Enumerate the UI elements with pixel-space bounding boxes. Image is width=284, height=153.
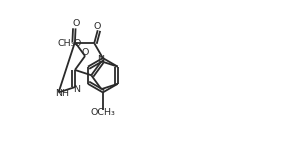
Text: CH₃: CH₃ [58, 39, 75, 48]
Text: N: N [73, 85, 80, 94]
Text: OCH₃: OCH₃ [90, 108, 115, 117]
Text: NH: NH [55, 89, 69, 98]
Text: O: O [72, 19, 80, 28]
Text: O: O [74, 39, 81, 48]
Text: N: N [97, 55, 104, 63]
Text: O: O [93, 22, 101, 31]
Text: O: O [81, 48, 89, 57]
